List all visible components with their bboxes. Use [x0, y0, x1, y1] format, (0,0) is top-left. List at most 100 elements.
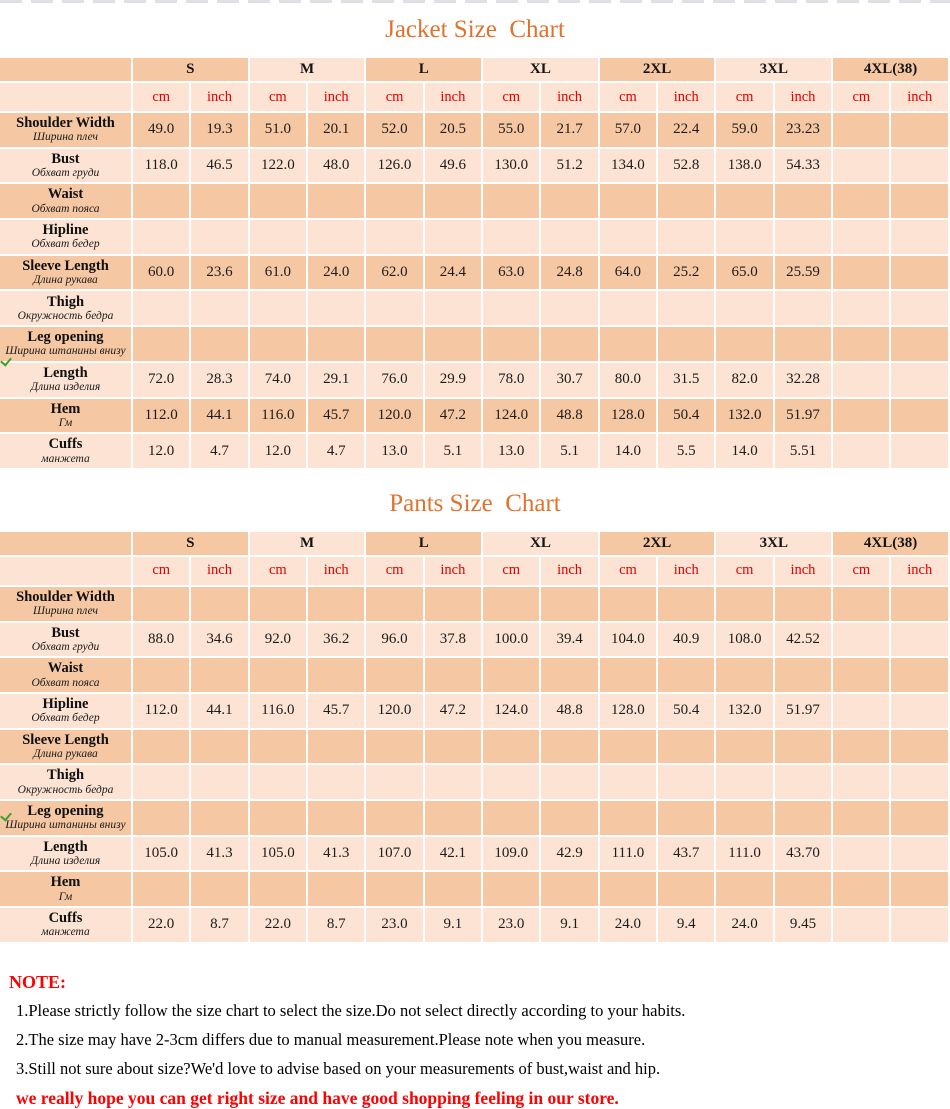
corner-cell [0, 556, 133, 587]
value-cell [599, 184, 659, 221]
measurement-name-en: Sleeve Length [22, 731, 109, 748]
value-cell [599, 658, 659, 694]
value-cell [716, 327, 775, 363]
value-cell [599, 765, 659, 801]
value-cell [833, 291, 892, 328]
measurement-name-en: Length [43, 364, 88, 381]
value-cell [891, 729, 950, 766]
measurement-name-ru: Обхват пояса [31, 202, 100, 215]
row-label: Hipline Обхват бедер [0, 693, 133, 730]
value-cell [833, 220, 892, 256]
measurement-name-ru: Ширина плеч [32, 131, 99, 144]
value-cell [133, 586, 192, 623]
value-cell: 37.8 [424, 622, 484, 659]
row-label: Hipline Обхват бедер [0, 220, 133, 256]
value-cell [833, 765, 892, 801]
measurement-name-en: Thigh [46, 767, 85, 784]
value-cell: 50.4 [658, 693, 717, 730]
value-cell [191, 801, 250, 837]
value-cell [658, 184, 717, 221]
value-cell: 14.0 [716, 434, 775, 470]
value-cell [891, 220, 950, 256]
value-cell: 105.0 [133, 836, 192, 873]
row-label: Length Длина изделия [0, 836, 133, 873]
value-cell: 111.0 [599, 836, 659, 873]
value-cell [483, 184, 542, 221]
unit-cell: cm [483, 83, 542, 113]
value-cell [833, 658, 892, 694]
row-label: Bust Обхват груди [0, 148, 133, 185]
measurement-name-ru: манжета [41, 926, 90, 939]
value-cell: 23.0 [366, 908, 425, 944]
value-cell: 13.0 [483, 434, 542, 470]
unit-cell: inch [308, 556, 367, 587]
value-cell: 126.0 [366, 148, 425, 185]
size-header-S: S [133, 58, 250, 83]
value-cell: 120.0 [366, 693, 425, 730]
value-cell [366, 291, 425, 328]
value-cell [308, 291, 367, 328]
value-cell: 111.0 [716, 836, 775, 873]
value-cell [891, 362, 950, 399]
value-cell: 29.1 [308, 362, 367, 399]
value-cell: 51.97 [774, 693, 834, 730]
size-header-4XL(38): 4XL(38) [833, 531, 950, 557]
value-cell: 13.0 [366, 434, 425, 470]
value-cell [716, 184, 775, 221]
value-cell [833, 908, 892, 944]
value-cell: 96.0 [366, 622, 425, 659]
value-cell: 44.1 [191, 693, 250, 730]
value-cell: 39.4 [541, 622, 600, 659]
row-label: Shoulder Width Ширина плеч [0, 586, 133, 623]
value-cell: 54.33 [774, 148, 834, 185]
value-cell [891, 327, 950, 363]
size-header-L: L [366, 58, 484, 83]
pants-size-table: S M L XL 2XL 3XL 4XL(38) cm inch cm inch cm inch cm in… [0, 531, 950, 944]
value-cell [599, 327, 659, 363]
value-cell [249, 291, 309, 328]
value-cell [133, 658, 192, 694]
value-cell: 78.0 [483, 362, 542, 399]
value-cell [249, 658, 309, 694]
value-cell [833, 362, 892, 399]
row-label: Thigh Окружность бедра [0, 291, 133, 328]
value-cell [133, 220, 192, 256]
value-cell [833, 622, 892, 659]
value-cell [308, 220, 367, 256]
value-cell: 41.3 [191, 836, 250, 873]
value-cell [541, 658, 600, 694]
value-cell [833, 184, 892, 221]
unit-cell: inch [191, 83, 250, 113]
pants-chart-title: Pants Size Chart [389, 489, 561, 517]
value-cell [891, 658, 950, 694]
value-cell [191, 220, 250, 256]
value-cell: 43.7 [658, 836, 717, 873]
value-cell: 9.1 [541, 908, 600, 944]
value-cell [483, 658, 542, 694]
row-label: Length Длина изделия [0, 362, 133, 399]
value-cell [774, 801, 834, 837]
measurement-name-ru: Длина изделия [30, 381, 101, 394]
value-cell: 122.0 [249, 148, 309, 185]
value-cell [541, 184, 600, 221]
value-cell: 5.1 [541, 434, 600, 470]
value-cell [366, 765, 425, 801]
value-cell: 48.0 [308, 148, 367, 185]
value-cell: 41.3 [308, 836, 367, 873]
value-cell [366, 327, 425, 363]
measurement-name-ru: Окружность бедра [17, 783, 114, 796]
value-cell: 76.0 [366, 362, 425, 399]
value-cell [483, 291, 542, 328]
value-cell [541, 729, 600, 766]
unit-cell: cm [249, 556, 309, 587]
note-footer: we really hope you can get right size an… [16, 1087, 619, 1108]
value-cell [541, 765, 600, 801]
value-cell: 112.0 [133, 693, 192, 730]
value-cell: 128.0 [599, 693, 659, 730]
value-cell: 34.6 [191, 622, 250, 659]
value-cell: 4.7 [308, 434, 367, 470]
measurement-name-en: Shoulder Width [16, 588, 115, 605]
value-cell: 47.2 [424, 693, 484, 730]
value-cell [891, 622, 950, 659]
unit-cell: cm [483, 556, 542, 587]
